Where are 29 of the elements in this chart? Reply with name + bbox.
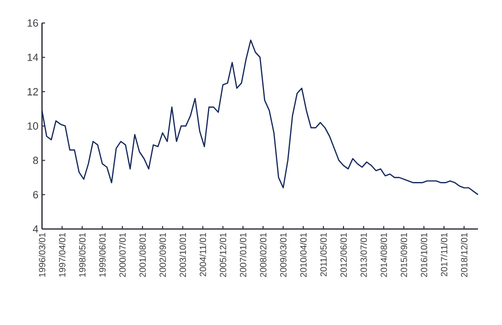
x-tick-label: 2009/03/01 <box>280 232 286 277</box>
x-tick-label: 2013/07/01 <box>360 232 367 277</box>
x-tick-label: 2012/06/01 <box>340 232 347 277</box>
x-tick-label: 2001/08/01 <box>139 232 146 277</box>
x-tick-label: 2016/10/01 <box>420 232 428 277</box>
y-tick-label: 10 <box>28 122 38 130</box>
x-tick-label: 1996/03/01 <box>38 232 46 277</box>
x-tick-label: 2011/05/01 <box>320 232 327 276</box>
x-tick-label: 2017/11/01 <box>440 232 448 276</box>
x-tick-label: 2003/10/01 <box>179 232 186 277</box>
x-tick-label: 1998/05/01 <box>78 232 86 277</box>
y-tick-label: 4 <box>32 225 38 233</box>
x-tick-label: 1999/06/01 <box>99 232 106 277</box>
y-tick-label: 12 <box>28 88 38 96</box>
x-tick-label: 2018/12/01 <box>460 232 468 277</box>
x-tick-label: 2000/07/01 <box>119 232 126 277</box>
x-tick-label: 2015/09/01 <box>400 232 408 277</box>
x-tick-label: 1997/04/01 <box>58 232 66 277</box>
y-tick-label: 6 <box>33 190 38 198</box>
y-tick-label: 8 <box>33 156 38 164</box>
x-tick-label: 2008/02/01 <box>260 232 266 277</box>
x-tick-label: 2014/08/01 <box>380 232 387 277</box>
x-tick-label: 2010/04/01 <box>300 232 307 277</box>
x-tick-label: 2004/11/01 <box>200 232 206 276</box>
y-tick-label: 16 <box>28 19 38 27</box>
x-tick-label: 2005/12/01 <box>220 232 226 277</box>
x-tick-label: 2002/09/01 <box>159 232 166 277</box>
y-tick-label: 14 <box>28 54 38 61</box>
x-tick-label: 2007/01/01 <box>240 232 246 277</box>
